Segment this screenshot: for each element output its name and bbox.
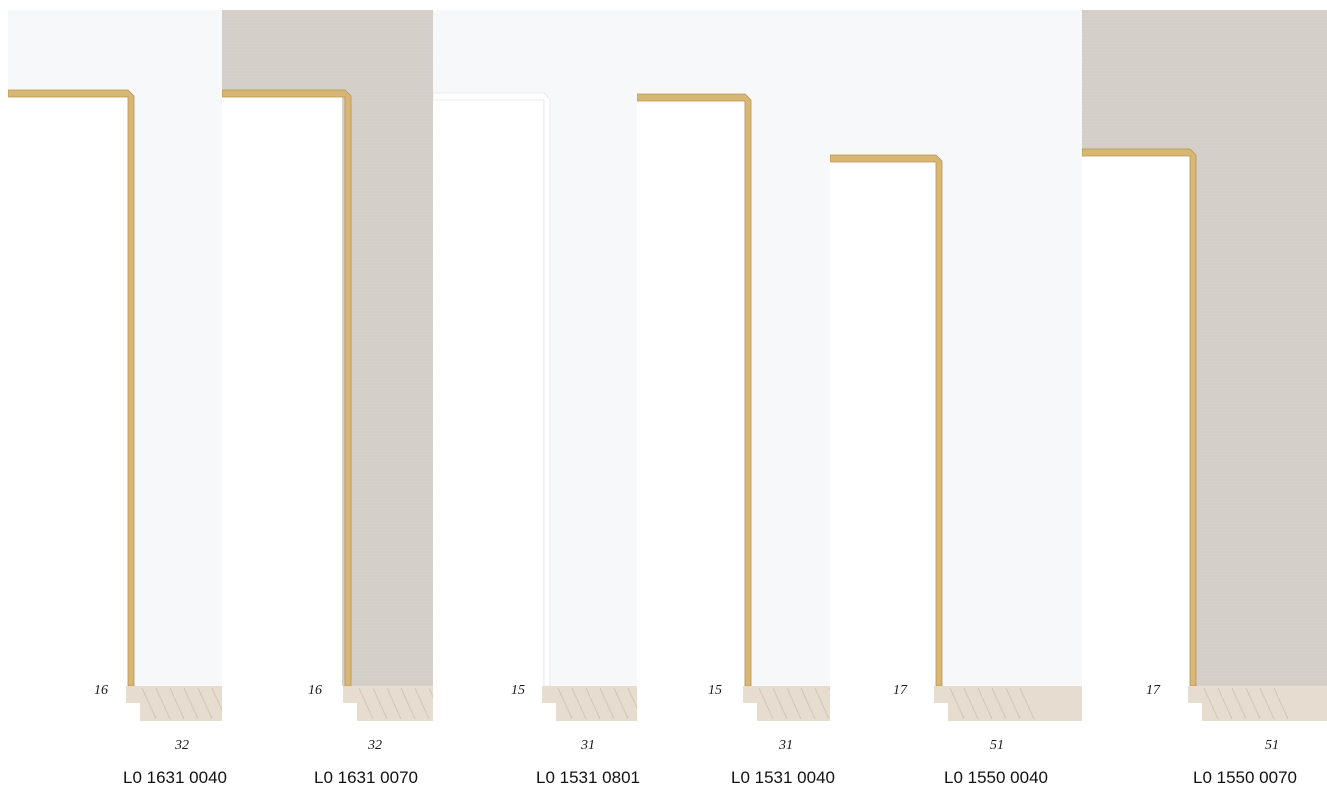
sample-1: 16 32 L0 1631 0040 [8, 0, 227, 794]
width-dimension: 31 [779, 738, 793, 753]
wood-profile [934, 686, 1082, 721]
frame-corner-svg [1082, 10, 1327, 721]
product-code: L0 1631 0040 [123, 768, 227, 787]
rebate-dimension: 17 [1146, 683, 1160, 698]
frame-corner-svg [222, 10, 433, 721]
moulding-side-rail [744, 10, 830, 686]
frame-corner-image [1082, 10, 1327, 721]
sample-2: 16 32 L0 1631 0070 [222, 0, 433, 794]
product-code: L0 1631 0070 [314, 768, 418, 787]
width-dimension: 51 [1265, 738, 1279, 753]
sample-4: 15 31 L0 1531 0040 [637, 0, 835, 794]
frame-corner-image [222, 10, 433, 721]
inner-lip [433, 92, 551, 687]
rebate-dimension: 16 [94, 683, 108, 698]
inner-lip [637, 93, 752, 687]
product-code: L0 1531 0040 [731, 768, 835, 787]
frame-corner-svg [830, 10, 1082, 721]
moulding-side-rail [128, 10, 222, 686]
frame-corner-image [433, 10, 637, 721]
wood-profile [1188, 686, 1327, 721]
frame-corner-image [637, 10, 830, 721]
inner-lip [830, 154, 943, 687]
rebate-dimension: 15 [708, 683, 722, 698]
sample-3: 15 31 L0 1531 0801 [433, 0, 640, 794]
product-code: L0 1550 0040 [944, 768, 1048, 787]
wood-profile [343, 686, 433, 721]
moulding-side-rail [543, 10, 637, 686]
sample-5: 17 51 L0 1550 0040 [830, 0, 1082, 794]
product-code: L0 1550 0070 [1193, 768, 1297, 787]
wood-profile [743, 686, 830, 721]
frame-corner-svg [637, 10, 830, 721]
moulding-side-rail [936, 10, 1082, 686]
rebate-dimension: 15 [511, 683, 525, 698]
frame-corner-svg [433, 10, 637, 721]
inner-lip [8, 89, 135, 687]
sample-6: 17 51 L0 1550 0070 [1082, 0, 1327, 794]
frame-corner-image [830, 10, 1082, 721]
product-code: L0 1531 0801 [536, 768, 640, 787]
width-dimension: 32 [368, 738, 382, 753]
width-dimension: 31 [581, 738, 595, 753]
width-dimension: 51 [990, 738, 1004, 753]
wood-profile [126, 686, 222, 721]
width-dimension: 32 [175, 738, 189, 753]
frame-corner-svg [8, 10, 222, 721]
inner-lip [222, 89, 352, 687]
inner-lip [1082, 148, 1197, 687]
rebate-dimension: 17 [893, 683, 907, 698]
wood-profile [542, 686, 637, 721]
rebate-dimension: 16 [308, 683, 322, 698]
frame-corner-image [8, 10, 222, 721]
